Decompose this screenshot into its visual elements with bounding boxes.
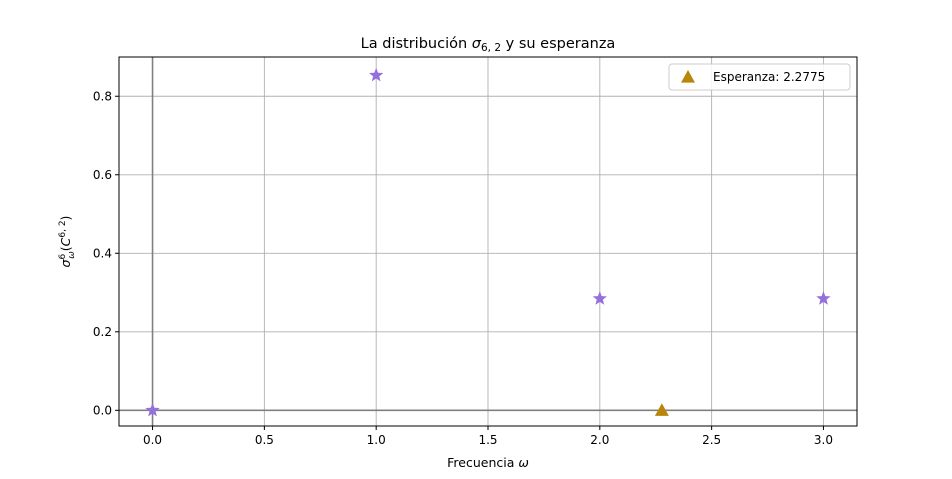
expectation-triangle: [654, 403, 669, 416]
title-sub: 6, 2: [481, 42, 501, 54]
legend-box: [668, 63, 851, 91]
ylabel-sup: 6: [58, 254, 68, 260]
x-tick-label: 1.0: [367, 433, 386, 447]
star-point: [145, 402, 160, 417]
title-sigma: σ: [472, 36, 482, 52]
title-post: y su esperanza: [501, 36, 615, 52]
chart-title: La distribución σ6, 2 y su esperanza: [361, 36, 616, 54]
x-tick-label: 1.5: [478, 433, 497, 447]
y-tick-label: 0.8: [93, 89, 112, 103]
xlabel-omega: ω: [518, 455, 528, 470]
y-axis-label: σ6ω(C6, 2): [58, 216, 77, 268]
xlabel-text: Frecuencia: [447, 455, 518, 470]
ylabel-paren-open: (: [58, 246, 73, 251]
star-point: [592, 291, 607, 305]
ylabel-c-sup: 6, 2: [58, 220, 68, 237]
ylabel-sigma: σ: [58, 258, 73, 267]
axis-ticks: 0.0 0.5 1.0 1.5 2.0 2.5 3.0 0.0 0.2 0.4 0.6 0.8: [93, 89, 833, 447]
y-tick-label: 0.0: [93, 403, 112, 417]
star-point: [816, 291, 831, 305]
star-point: [369, 67, 384, 82]
ylabel-paren-close: ): [58, 216, 73, 221]
x-tick-label: 0.0: [143, 433, 162, 447]
legend: Esperanza: 2.2775: [668, 63, 851, 91]
title-pre: La distribución: [361, 36, 472, 52]
legend-triangle-marker: [681, 70, 695, 83]
y-tick-label: 0.6: [93, 168, 112, 182]
x-axis-label: Frecuencia ω: [447, 455, 529, 470]
x-tick-label: 2.5: [702, 433, 721, 447]
ylabel-script-c: C: [58, 237, 73, 246]
data-markers: [145, 67, 831, 417]
x-tick-label: 3.0: [814, 433, 833, 447]
x-tick-label: 0.5: [255, 433, 274, 447]
x-tick-label: 2.0: [590, 433, 609, 447]
y-tick-label: 0.2: [93, 325, 112, 339]
y-tick-label: 0.4: [93, 246, 112, 260]
reference-lines: [119, 57, 857, 426]
ylabel-sub: ω: [67, 251, 77, 259]
legend-label: Esperanza: 2.2775: [713, 70, 825, 84]
